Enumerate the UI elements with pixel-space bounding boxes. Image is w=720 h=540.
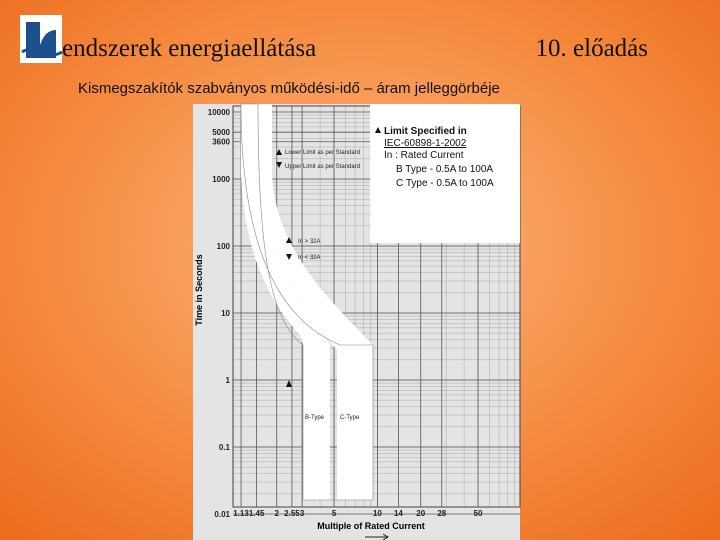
marker-upper: Upper Limit as per Standard bbox=[285, 164, 360, 170]
y-tick-label: 1 bbox=[226, 376, 231, 385]
x-tick-label: 10 bbox=[373, 509, 382, 518]
x-tick-label: 2 bbox=[275, 509, 280, 518]
band-outline bbox=[240, 103, 374, 501]
x-tick-label: 14 bbox=[394, 509, 403, 518]
y-tick-label: 0.1 bbox=[219, 443, 231, 452]
x-tick-label: 50 bbox=[474, 509, 483, 518]
b-label: B-Type bbox=[305, 415, 325, 421]
subtitle: Kismegszakítók szabványos működési-idő –… bbox=[78, 80, 500, 97]
slide-title: endszerek energiaellátása bbox=[62, 35, 316, 62]
y-tick-label: 1000 bbox=[212, 175, 230, 184]
legend-c: C Type - 0.5A to 100A bbox=[396, 178, 494, 189]
y-tick-label: 3600 bbox=[212, 138, 230, 147]
y-axis-label: Time in Seconds bbox=[194, 254, 204, 325]
c-band bbox=[258, 104, 373, 500]
x-tick-label: 5 bbox=[332, 509, 337, 518]
y-tick-label: 10000 bbox=[208, 108, 231, 117]
y-tick-label: 0.01 bbox=[214, 510, 230, 519]
x-tick-label: 20 bbox=[416, 509, 425, 518]
legend-standard: IEC-60898-1-2002 bbox=[384, 138, 467, 149]
note-above: In > 32A bbox=[298, 239, 321, 245]
legend-rated: In : Rated Current bbox=[384, 150, 464, 161]
marker-lower: Lower Limit as per Standard bbox=[285, 150, 360, 156]
x-axis-label: Multiple of Rated Current bbox=[317, 521, 425, 531]
legend-title: Limit Specified in bbox=[384, 126, 467, 137]
legend-box bbox=[370, 104, 520, 243]
chart: Limit Specified in IEC-60898-1-2002 In :… bbox=[193, 103, 521, 540]
x-tick-label: 1.13 bbox=[233, 509, 249, 518]
x-tick-label: 1.45 bbox=[249, 509, 265, 518]
x-tick-label: 3 bbox=[300, 509, 305, 518]
x-tick-label: 2.55 bbox=[284, 509, 300, 518]
y-tick-label: 10 bbox=[221, 309, 230, 318]
y-tick-label: 100 bbox=[217, 242, 231, 251]
y-tick-label: 5000 bbox=[212, 128, 230, 137]
logo bbox=[20, 15, 63, 63]
lecture-number: 10. előadás bbox=[536, 35, 648, 62]
x-tick-label: 28 bbox=[437, 509, 446, 518]
b-band bbox=[241, 104, 330, 500]
c-label: C-Type bbox=[340, 415, 360, 421]
legend-b: B Type - 0.5A to 100A bbox=[396, 164, 493, 175]
note-below: In < 32A bbox=[298, 255, 321, 261]
